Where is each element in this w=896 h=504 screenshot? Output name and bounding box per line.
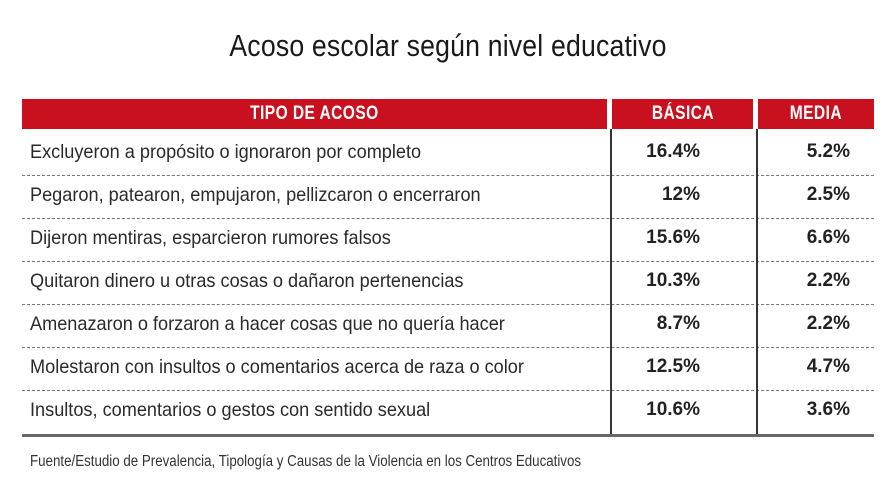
table-row: Dijeron mentiras, esparcieron rumores fa… xyxy=(22,219,874,262)
media-value: 2.2% xyxy=(806,313,850,334)
row-label: Pegaron, patearon, empujaron, pellizcaro… xyxy=(30,184,481,206)
source-note: Fuente/Estudio de Prevalencia, Tipología… xyxy=(30,453,582,470)
header-media-label: MEDIA xyxy=(789,103,843,124)
row-divider xyxy=(22,261,874,262)
media-value: 6.6% xyxy=(806,227,850,248)
media-value: 5.2% xyxy=(806,141,850,162)
header-media: MEDIA xyxy=(758,99,874,129)
header-tipo-label: TIPO DE ACOSO xyxy=(250,103,379,124)
row-divider xyxy=(22,390,874,391)
row-divider xyxy=(22,175,874,176)
row-label: Quitaron dinero u otras cosas o dañaron … xyxy=(30,270,464,292)
table-row: Quitaron dinero u otras cosas o dañaron … xyxy=(22,262,874,305)
basica-value: 12.5% xyxy=(646,356,700,377)
basica-value: 12% xyxy=(661,184,700,205)
row-divider xyxy=(22,218,874,219)
table-row: Pegaron, patearon, empujaron, pellizcaro… xyxy=(22,176,874,219)
basica-value: 8.7% xyxy=(656,313,700,334)
column-separator xyxy=(610,129,612,435)
table-row: Molestaron con insultos o comentarios ac… xyxy=(22,348,874,391)
table-bottom-border xyxy=(22,434,874,437)
header-basica-label: BÁSICA xyxy=(651,103,714,124)
header-tipo: TIPO DE ACOSO xyxy=(22,99,607,129)
chart-title: Acoso escolar según nivel educativo xyxy=(229,28,667,63)
basica-value: 15.6% xyxy=(646,227,700,248)
media-value: 2.2% xyxy=(806,270,850,291)
media-value: 4.7% xyxy=(806,356,850,377)
row-divider xyxy=(22,304,874,305)
row-label: Amenazaron o forzaron a hacer cosas que … xyxy=(30,313,505,335)
table-row: Excluyeron a propósito o ignoraron por c… xyxy=(22,133,874,176)
row-label: Dijeron mentiras, esparcieron rumores fa… xyxy=(30,227,391,249)
basica-value: 16.4% xyxy=(646,141,700,162)
row-divider xyxy=(22,347,874,348)
row-label: Molestaron con insultos o comentarios ac… xyxy=(30,356,524,378)
media-value: 3.6% xyxy=(806,399,850,420)
row-label: Excluyeron a propósito o ignoraron por c… xyxy=(30,141,422,163)
media-value: 2.5% xyxy=(806,184,850,205)
basica-value: 10.6% xyxy=(646,399,700,420)
table-row: Insultos, comentarios o gestos con senti… xyxy=(22,391,874,434)
row-label: Insultos, comentarios o gestos con senti… xyxy=(30,399,431,421)
column-separator xyxy=(756,129,758,435)
basica-value: 10.3% xyxy=(646,270,700,291)
table-row: Amenazaron o forzaron a hacer cosas que … xyxy=(22,305,874,348)
header-basica: BÁSICA xyxy=(612,99,753,129)
